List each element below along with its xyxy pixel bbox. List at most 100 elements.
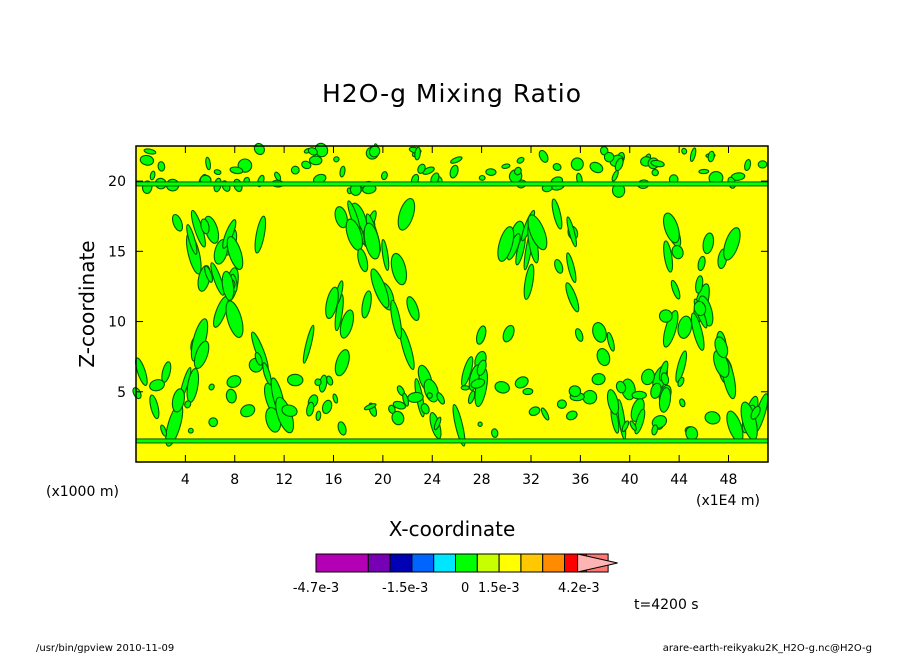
anomaly-patch [470, 378, 486, 389]
anomaly-patch [475, 325, 487, 345]
x-axis-label: X-coordinate [389, 517, 516, 541]
anomaly-patch [334, 206, 348, 229]
anomaly-patch [494, 381, 510, 394]
anomaly-patch [522, 387, 534, 396]
anomaly-patch [420, 403, 430, 415]
anomaly-patch [641, 368, 655, 386]
anomaly-patch [538, 149, 549, 163]
anomaly-patch [662, 212, 680, 244]
anomaly-patch [406, 296, 420, 322]
plot-frame [135, 145, 769, 463]
anomaly-patch [143, 148, 157, 155]
anomaly-patch [704, 411, 721, 425]
anomaly-patch [314, 378, 322, 387]
colorbar-label: 1.5e-3 [478, 581, 520, 596]
anomaly-patch [502, 324, 515, 343]
anomaly-patch [290, 165, 300, 175]
x-tick-label: 40 [621, 472, 639, 488]
anomaly-patch [540, 407, 550, 421]
anomaly-patch [357, 248, 369, 273]
x-tick-label: 32 [522, 472, 540, 488]
plot-area: 4 8 12 16 20 24 28 32 36 40 44 48 5 10 15 20 [108, 142, 769, 488]
colorbar-label: 4.2e-3 [558, 581, 600, 596]
anomaly-patch [193, 340, 210, 369]
anomaly-field [132, 142, 769, 447]
anomaly-patch [240, 404, 256, 418]
anomaly-patch [452, 404, 466, 447]
colorbar-segment [520, 553, 544, 573]
anomaly-patch [650, 159, 665, 168]
horizontal-band [135, 181, 769, 187]
anomaly-patch [160, 424, 168, 437]
anomaly-patch [229, 166, 244, 175]
anomaly-patch [552, 162, 562, 172]
anomaly-patch [274, 171, 282, 181]
anomaly-patch [516, 156, 525, 164]
anomaly-patch [698, 168, 710, 175]
anomaly-patch [565, 410, 578, 421]
anomaly-patch [363, 222, 381, 260]
x-ticks: 4 8 12 16 20 24 28 32 36 40 44 48 [181, 146, 737, 488]
y-tick-label: 10 [108, 315, 126, 331]
anomaly-patch [226, 375, 242, 388]
colorbar-segment [389, 553, 413, 573]
anomaly-patch [208, 383, 215, 391]
anomaly-patch [339, 165, 346, 178]
anomaly-patch [307, 147, 318, 156]
anomaly-patch [497, 226, 515, 262]
anomaly-patch [744, 158, 752, 172]
anomaly-patch [149, 394, 160, 420]
anomaly-patch [615, 380, 627, 394]
anomaly-patch [591, 373, 606, 386]
anomaly-patch [501, 163, 511, 169]
anomaly-patch [681, 147, 688, 155]
anomaly-patch [596, 348, 611, 367]
anomaly-patch [629, 420, 637, 431]
anomaly-patch [226, 235, 244, 271]
anomaly-patch [606, 331, 615, 352]
anomaly-patch [631, 390, 647, 400]
anomaly-patch [286, 373, 304, 387]
anomaly-patch [757, 160, 768, 169]
anomaly-patch [333, 156, 340, 163]
anomaly-patch [460, 385, 470, 391]
anomaly-patch [370, 268, 390, 309]
footer-right: arare-earth-reikyaku2K_H2O-g.nc@H2O-g [663, 643, 872, 654]
anomaly-patch [149, 379, 165, 392]
anomaly-patch [254, 215, 267, 254]
anomaly-patch [477, 421, 483, 427]
colorbar-segment [411, 553, 435, 573]
anomaly-patch [254, 352, 263, 366]
anomaly-patch [695, 275, 704, 294]
anomaly-patch [326, 375, 334, 386]
anomaly-patch [301, 160, 312, 170]
y-tick-label: 15 [108, 244, 126, 260]
anomaly-patch [556, 399, 567, 409]
anomaly-patch [478, 174, 486, 181]
y-tick-label: 5 [117, 385, 126, 401]
anomaly-patch [714, 336, 729, 359]
anomaly-patch [677, 376, 685, 387]
anomaly-patch [361, 290, 372, 319]
anomaly-patch [551, 198, 563, 230]
colorbar-segment [315, 553, 369, 573]
anomaly-patch [707, 150, 715, 163]
anomaly-patch [449, 164, 459, 179]
anomaly-patch [677, 315, 693, 339]
anomaly-patch [565, 282, 580, 313]
anomaly-patch [426, 392, 433, 399]
anomaly-patch [205, 156, 212, 171]
anomaly-patch [433, 416, 442, 431]
anomaly-patch [325, 286, 339, 320]
anomaly-patch [184, 400, 192, 409]
anomaly-patch [658, 387, 672, 413]
x-tick-label: 20 [374, 472, 392, 488]
anomaly-patch [670, 279, 681, 300]
anomaly-patch [281, 404, 298, 417]
anomaly-patch [334, 349, 350, 377]
anomaly-patch [634, 408, 646, 435]
y-ticks: 5 10 15 20 [108, 174, 768, 401]
anomaly-patch [339, 309, 355, 339]
anomaly-patch [321, 399, 333, 415]
